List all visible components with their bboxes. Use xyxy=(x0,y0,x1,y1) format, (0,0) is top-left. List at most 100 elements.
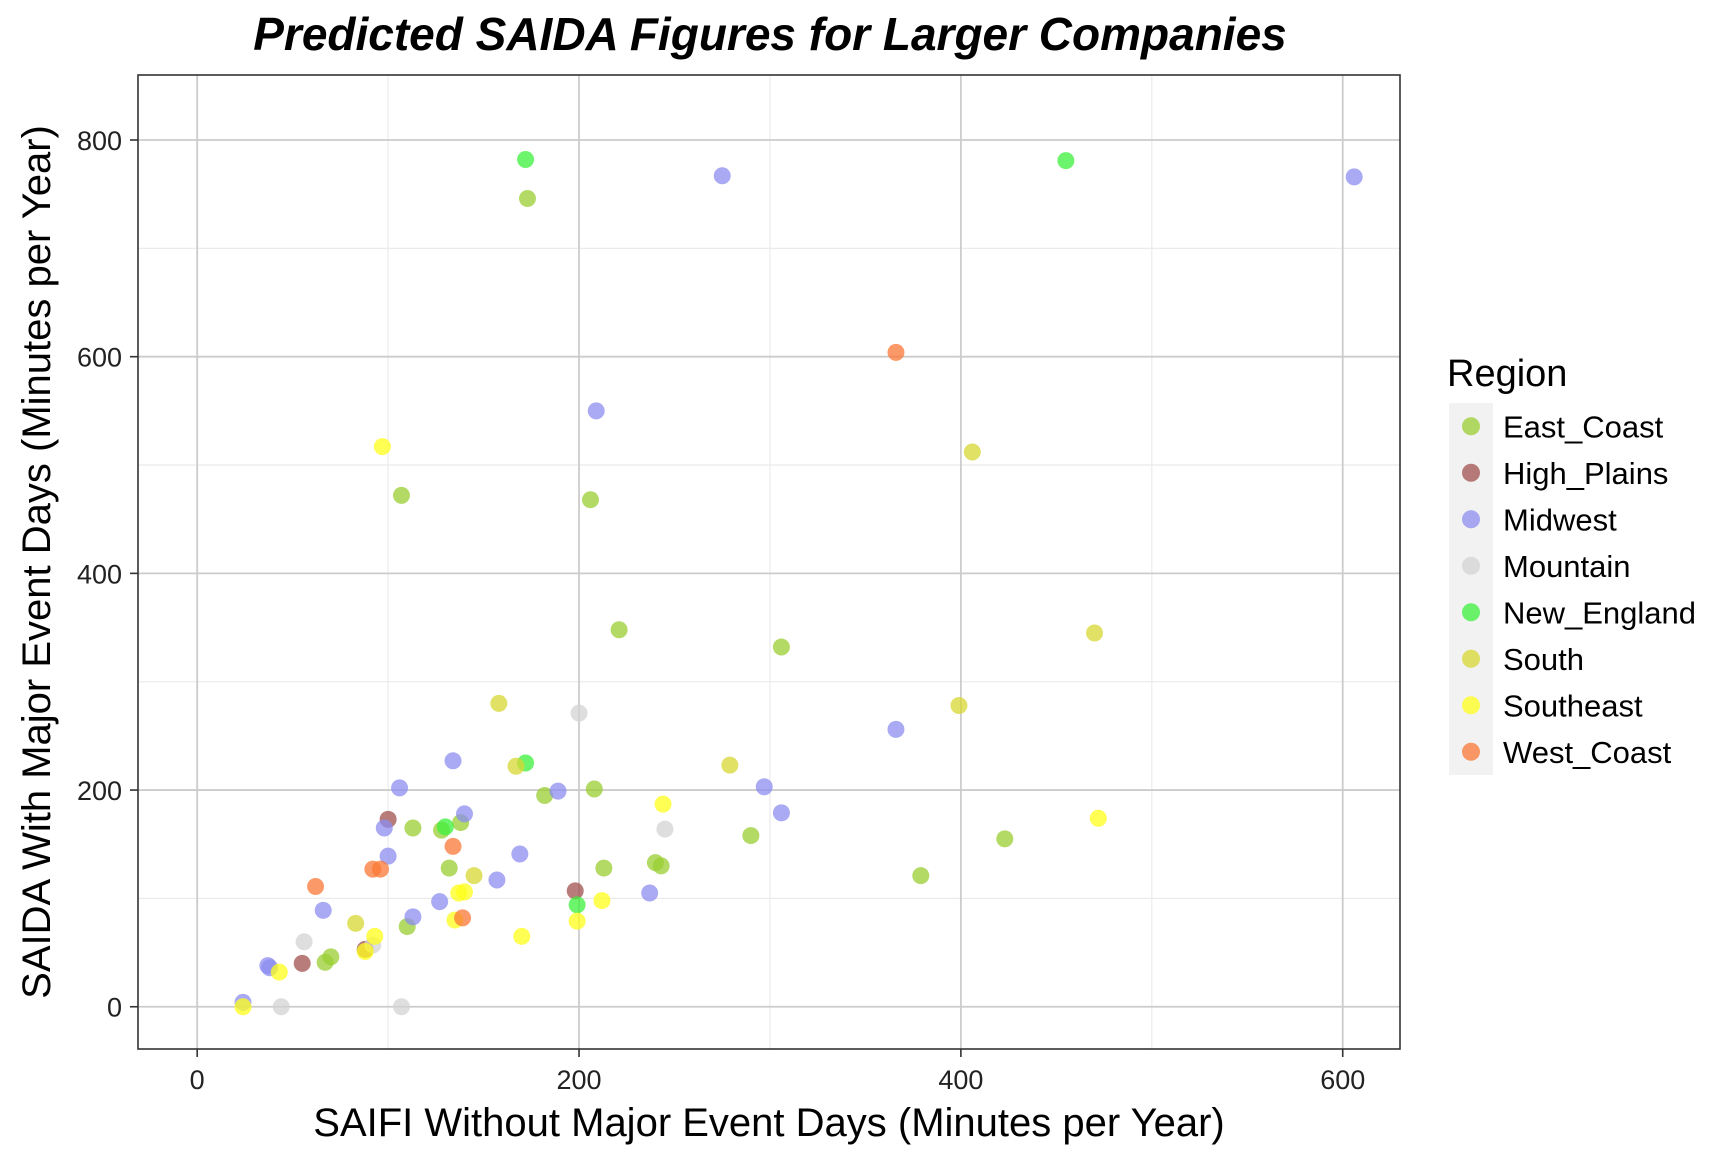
y-tick-label: 800 xyxy=(77,126,122,156)
data-point-east-coast xyxy=(404,819,422,837)
data-point-mountain xyxy=(392,998,410,1016)
x-tick-label: 600 xyxy=(1320,1065,1365,1095)
data-point-mountain xyxy=(656,820,674,838)
legend-swatch-south xyxy=(1462,649,1480,668)
legend-label-east-coast: East_Coast xyxy=(1503,409,1664,444)
data-point-south xyxy=(490,694,508,712)
data-point-east-coast xyxy=(742,827,760,845)
y-tick-label: 0 xyxy=(107,993,122,1023)
data-point-west-coast xyxy=(371,860,389,878)
x-axis-title: SAIFI Without Major Event Days (Minutes … xyxy=(313,1101,1224,1145)
data-point-east-coast xyxy=(772,638,790,656)
legend-label-west-coast: West_Coast xyxy=(1503,735,1672,770)
data-point-southeast xyxy=(373,438,391,456)
legend-swatch-west-coast xyxy=(1462,742,1480,761)
data-point-west-coast xyxy=(454,909,472,927)
data-point-mountain xyxy=(272,998,290,1016)
data-point-west-coast xyxy=(887,343,905,361)
legend-swatch-mountain xyxy=(1462,556,1480,575)
legend-swatch-southeast xyxy=(1462,696,1480,715)
data-point-east-coast xyxy=(518,190,536,208)
legend-swatch-new-england xyxy=(1462,603,1480,622)
x-axis-ticks: 0 200 400 600 xyxy=(190,1049,1365,1095)
y-tick-label: 200 xyxy=(77,776,122,806)
legend-label-south: South xyxy=(1503,642,1584,677)
data-point-mountain xyxy=(570,704,588,722)
data-point-south xyxy=(347,914,365,932)
legend-label-southeast: Southeast xyxy=(1503,688,1643,723)
data-point-southeast xyxy=(234,998,252,1016)
data-point-new-england xyxy=(436,818,454,836)
legend-swatch-east-coast xyxy=(1462,417,1480,436)
data-point-midwest xyxy=(314,901,332,919)
data-point-midwest xyxy=(455,805,473,823)
data-point-east-coast xyxy=(912,867,930,885)
data-point-midwest xyxy=(431,893,449,911)
data-point-east-coast xyxy=(440,859,458,877)
legend-label-mountain: Mountain xyxy=(1503,549,1631,584)
data-point-midwest xyxy=(641,884,659,902)
legend-label-midwest: Midwest xyxy=(1503,502,1617,537)
data-point-midwest xyxy=(1345,168,1363,186)
data-point-midwest xyxy=(404,908,422,926)
data-points xyxy=(234,151,1363,1016)
chart-title: Predicted SAIDA Figures for Larger Compa… xyxy=(253,8,1287,60)
data-point-southeast xyxy=(356,942,374,960)
legend: Region East_Coast High_Plains Midwest Mount… xyxy=(1447,353,1696,775)
data-point-high-plains xyxy=(293,954,311,972)
data-point-midwest xyxy=(549,782,567,800)
data-point-east-coast xyxy=(996,830,1014,848)
data-point-east-coast xyxy=(392,486,410,504)
data-point-southeast xyxy=(513,927,531,945)
data-point-east-coast xyxy=(610,621,628,639)
data-point-east-coast xyxy=(585,780,603,798)
data-point-new-england xyxy=(517,151,535,169)
data-point-midwest xyxy=(379,847,397,865)
data-point-south xyxy=(1086,624,1104,642)
grid-lines xyxy=(138,75,1400,1049)
data-point-mountain xyxy=(295,933,313,951)
data-point-midwest xyxy=(587,402,605,420)
legend-items: East_Coast High_Plains Midwest Mountain New_… xyxy=(1449,403,1696,775)
data-point-southeast xyxy=(1089,809,1107,827)
x-tick-label: 200 xyxy=(557,1065,602,1095)
legend-label-high-plains: High_Plains xyxy=(1503,456,1668,491)
data-point-midwest xyxy=(444,752,462,770)
data-point-east-coast xyxy=(581,491,599,509)
data-point-midwest xyxy=(755,778,773,796)
data-point-south xyxy=(465,867,483,885)
data-point-midwest xyxy=(772,804,790,822)
data-point-midwest xyxy=(713,167,731,185)
legend-swatch-midwest xyxy=(1462,510,1480,529)
data-point-southeast xyxy=(455,883,473,901)
data-point-southeast xyxy=(366,927,384,945)
data-point-south xyxy=(950,697,968,715)
data-point-new-england xyxy=(568,896,586,914)
legend-swatch-high-plains xyxy=(1462,463,1480,482)
data-point-midwest xyxy=(887,720,905,738)
y-axis-title: SAIDA With Major Event Days (Minutes per… xyxy=(15,125,59,999)
data-point-midwest xyxy=(375,819,393,837)
data-point-southeast xyxy=(593,892,611,910)
y-tick-label: 600 xyxy=(77,343,122,373)
data-point-midwest xyxy=(391,779,409,797)
data-point-east-coast xyxy=(322,948,340,966)
legend-label-new-england: New_England xyxy=(1503,595,1696,630)
y-tick-label: 400 xyxy=(77,559,122,589)
x-tick-label: 0 xyxy=(190,1065,205,1095)
data-point-midwest xyxy=(488,871,506,889)
data-point-southeast xyxy=(568,912,586,930)
data-point-south xyxy=(507,757,525,775)
data-point-southeast xyxy=(270,963,288,981)
data-point-midwest xyxy=(511,845,529,863)
data-point-southeast xyxy=(654,795,672,813)
plot-panel xyxy=(138,75,1400,1049)
x-tick-label: 400 xyxy=(938,1065,983,1095)
data-point-east-coast xyxy=(652,857,670,875)
data-point-south xyxy=(963,443,981,461)
data-point-west-coast xyxy=(307,877,325,895)
data-point-south xyxy=(721,756,739,774)
y-axis-ticks: 0 200 400 600 800 xyxy=(77,126,138,1023)
plot-border xyxy=(137,74,1401,1050)
